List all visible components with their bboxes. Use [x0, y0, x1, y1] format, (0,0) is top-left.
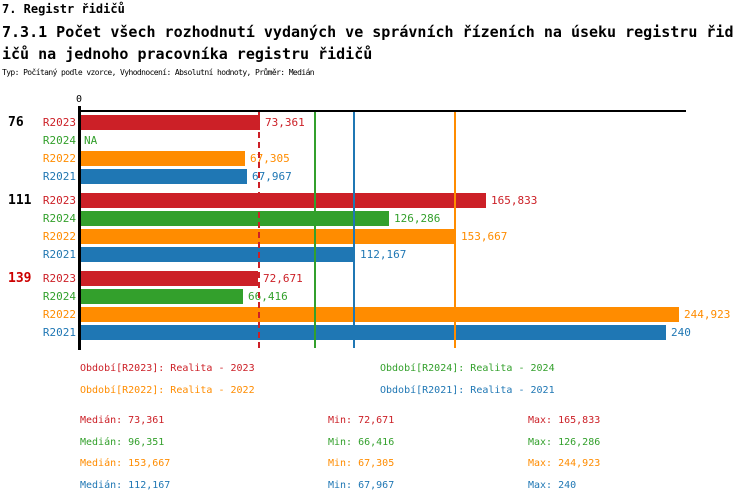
series-row-label: R2022 [42, 230, 76, 243]
stat-median-r2022: Medián: 153,667 [80, 458, 171, 469]
legend-item-r2021: Období[R2021]: Realita - 2021 [380, 385, 555, 396]
bar-value-label: 67,967 [252, 170, 292, 183]
bar-value-label: 73,361 [265, 116, 305, 129]
series-row-label: R2021 [42, 170, 76, 183]
bar [81, 193, 486, 208]
bar [81, 229, 456, 244]
bar-value-label: 66,416 [248, 290, 288, 303]
stat-max-r2024: Max: 126,286 [528, 437, 601, 448]
bar-value-label: 240 [671, 326, 691, 339]
stat-median-r2021: Medián: 112,167 [80, 480, 171, 491]
x-axis-line [78, 110, 686, 112]
legend-item-r2024: Období[R2024]: Realita - 2024 [380, 363, 555, 374]
series-row-label: R2024 [42, 212, 76, 225]
bar-value-label: 165,833 [491, 194, 538, 207]
stat-median-r2023: Medián: 73,361 [80, 415, 165, 426]
x-axis-zero-label: 0 [76, 94, 83, 105]
chart-meta-line: Typ: Počítaný podle vzorce, Vyhodnocení:… [2, 68, 315, 77]
bar-value-label: 112,167 [360, 248, 407, 261]
stat-min-r2021: Min: 67,967 [328, 480, 395, 491]
legend-item-r2022: Období[R2022]: Realita - 2022 [80, 385, 255, 396]
series-row-label: R2023 [42, 116, 76, 129]
chart-title-line1: 7.3.1 Počet všech rozhodnutí vydaných ve… [2, 23, 734, 41]
series-row-label: R2021 [42, 248, 76, 261]
bar [81, 325, 666, 340]
group-id-label: 111 [8, 193, 32, 208]
stat-min-r2023: Min: 72,671 [328, 415, 395, 426]
bar [81, 271, 258, 286]
bar [81, 247, 355, 262]
series-row-label: R2024 [42, 134, 76, 147]
chart-title-line2: ičů na jednoho pracovníka registru řidič… [2, 45, 373, 63]
group-id-label: 139 [8, 271, 32, 286]
stat-max-r2022: Max: 244,923 [528, 458, 601, 469]
bar [81, 151, 245, 166]
median-line-r2024 [314, 112, 317, 348]
bar [81, 115, 260, 130]
series-row-label: R2022 [42, 308, 76, 321]
median-line-r2023 [258, 112, 261, 348]
section-title: 7. Registr řidičů [2, 2, 125, 16]
bar-value-label: 244,923 [684, 308, 731, 321]
bar [81, 307, 679, 322]
series-row-label: R2022 [42, 152, 76, 165]
bar [81, 169, 247, 184]
bar [81, 289, 243, 304]
median-line-r2022 [454, 112, 457, 348]
bar [81, 211, 389, 226]
stat-max-r2021: Max: 240 [528, 480, 577, 491]
series-row-label: R2023 [42, 272, 76, 285]
stat-median-r2024: Medián: 96,351 [80, 437, 165, 448]
series-row-label: R2024 [42, 290, 76, 303]
bar-na-label: NA [84, 134, 98, 147]
series-row-label: R2023 [42, 194, 76, 207]
y-axis-line [78, 106, 81, 350]
bar-value-label: 72,671 [263, 272, 303, 285]
bar-value-label: 126,286 [394, 212, 441, 225]
bar-value-label: 153,667 [461, 230, 508, 243]
stat-min-r2022: Min: 67,305 [328, 458, 395, 469]
stat-max-r2023: Max: 165,833 [528, 415, 601, 426]
stat-min-r2024: Min: 66,416 [328, 437, 395, 448]
series-row-label: R2021 [42, 326, 76, 339]
group-id-label: 76 [8, 115, 24, 130]
median-line-r2021 [352, 112, 355, 348]
legend-item-r2023: Období[R2023]: Realita - 2023 [80, 363, 255, 374]
bar-value-label: 67,305 [250, 152, 290, 165]
